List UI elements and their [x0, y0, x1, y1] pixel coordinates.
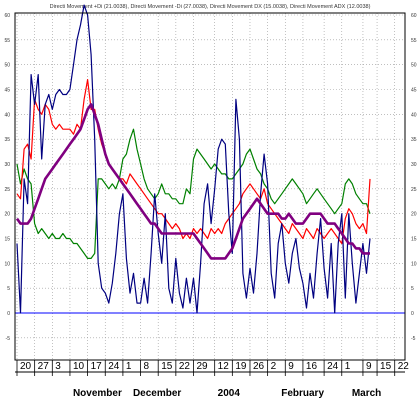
month-label: February	[281, 388, 324, 399]
x-tick-label: 9	[366, 361, 372, 372]
y-tick-label-left: 20	[4, 212, 10, 218]
y-tick-label-right: 45	[411, 88, 417, 94]
x-tick-label: 24	[108, 361, 120, 372]
x-axis: 20 27 3 10 17 24 1 8 15 22 29 12 19 26 2 9 16 24 1 9 15 22Nov…	[15, 360, 409, 399]
y-tick-label-right: -5	[411, 336, 416, 342]
chart-title: Directi Movement +Di (21.0038), Directi …	[50, 4, 371, 10]
y-tick-label-left: 40	[4, 112, 10, 118]
x-tick-label: 8	[144, 361, 150, 372]
y-tick-label-right: 20	[411, 212, 417, 218]
x-tick-label: 27	[38, 361, 50, 372]
y-tick-label-right: 0	[411, 311, 414, 317]
series-line-adx	[15, 103, 370, 260]
y-tick-label-left: 35	[4, 137, 10, 143]
y-axis-right: -505101520253035404550556065	[411, 13, 417, 342]
y-tick-label-right: 25	[411, 187, 417, 193]
grid	[15, 13, 405, 360]
series-layer	[15, 4, 371, 314]
series-line-di	[16, 128, 371, 259]
y-tick-label-left: 25	[4, 187, 10, 193]
y-tick-label-left: 30	[4, 162, 10, 168]
y-tick-label-right: 35	[411, 137, 417, 143]
x-tick-label: 12	[218, 361, 230, 372]
x-tick-label: 22	[179, 361, 191, 372]
y-tick-label-left: -5	[6, 336, 11, 342]
x-tick-label: 1	[126, 361, 132, 372]
series-line-di	[16, 79, 371, 245]
month-label: November	[73, 388, 122, 399]
x-tick-label: 1	[345, 361, 351, 372]
series-line-dx	[16, 4, 371, 314]
x-tick-label: 17	[91, 361, 103, 372]
y-tick-label-left: 60	[4, 13, 10, 19]
x-tick-label: 9	[288, 361, 294, 372]
x-tick-label: 16	[306, 361, 318, 372]
y-tick-label-left: 15	[4, 237, 10, 243]
x-tick-label: 15	[380, 361, 392, 372]
plot-frame	[14, 12, 406, 361]
y-axis-left: -505101520253035404550556065	[4, 13, 11, 342]
y-tick-label-right: 60	[411, 13, 417, 19]
x-tick-label: 3	[55, 361, 61, 372]
x-tick-label: 22	[398, 361, 410, 372]
y-tick-label-left: 5	[7, 286, 10, 292]
x-tick-label: 26	[253, 361, 265, 372]
y-tick-label-right: 55	[411, 38, 417, 44]
x-tick-label: 24	[327, 361, 339, 372]
y-tick-label-right: 15	[411, 237, 417, 243]
month-label: March	[352, 388, 381, 399]
x-tick-label: 20	[20, 361, 32, 372]
x-tick-label: 19	[235, 361, 247, 372]
y-tick-label-left: 10	[4, 261, 10, 267]
y-tick-label-right: 40	[411, 112, 417, 118]
y-tick-label-right: 5	[411, 286, 414, 292]
y-tick-label-left: 50	[4, 63, 10, 69]
x-tick-label: 15	[161, 361, 173, 372]
x-tick-label: 10	[73, 361, 85, 372]
y-tick-label-right: 30	[411, 162, 417, 168]
y-tick-label-left: 45	[4, 88, 10, 94]
y-tick-label-right: 50	[411, 63, 417, 69]
y-tick-label-left: 55	[4, 38, 10, 44]
y-tick-label-right: 10	[411, 261, 417, 267]
x-tick-label: 2	[271, 361, 277, 372]
month-label: 2004	[218, 388, 241, 399]
month-label: December	[133, 388, 181, 399]
x-tick-label: 29	[197, 361, 209, 372]
y-tick-label-left: 0	[7, 311, 10, 317]
